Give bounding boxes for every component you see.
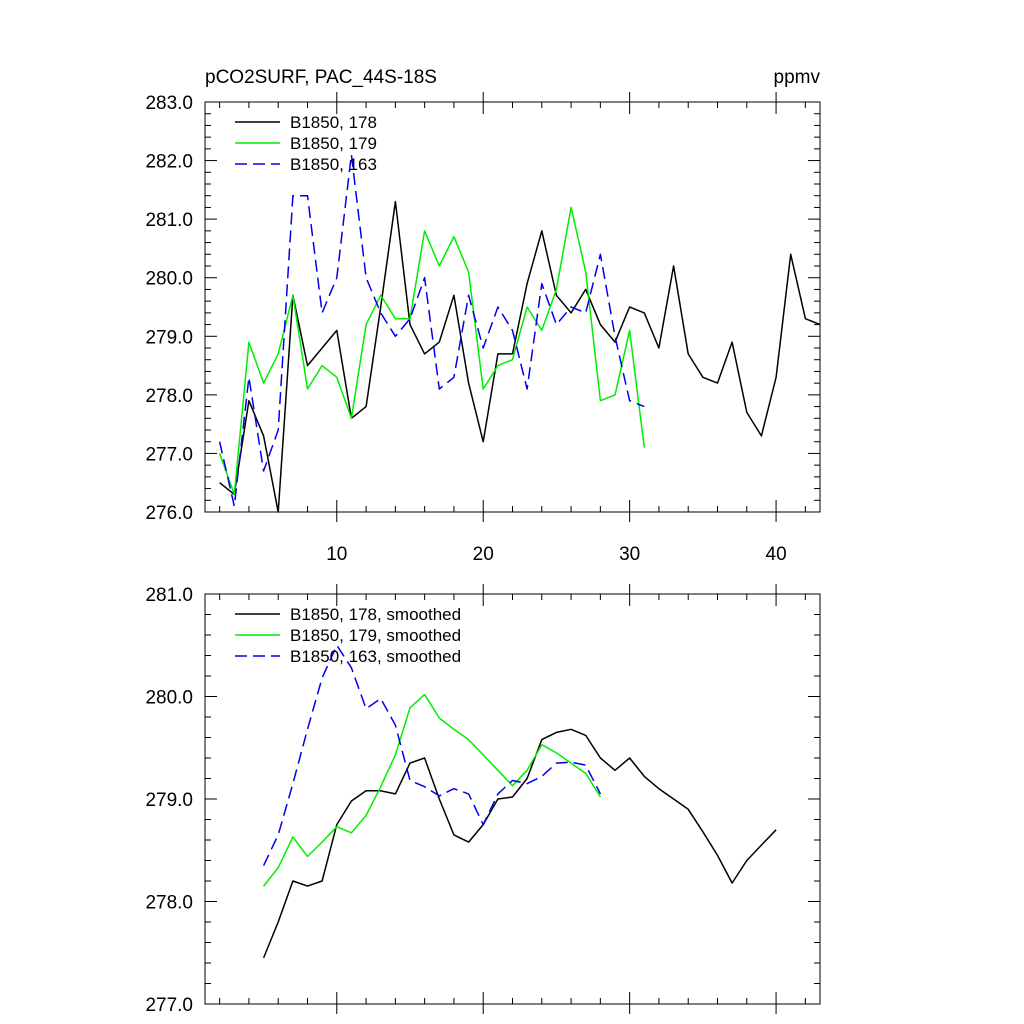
top-series-line-2 [218, 206, 646, 496]
top-y-tick-label: 281.0 [145, 210, 193, 231]
chart-title: pCO2SURF, PAC_44S-18S [205, 67, 437, 88]
top-legend-label-1: B1850, 178 [290, 113, 377, 132]
top-y-tick-label: 278.0 [145, 386, 193, 407]
bottom-axes: 281.0 280.0 279.0 278.0 277.0 [145, 584, 821, 1016]
bottom-legend: B1850, 178, smoothed B1850, 179, smoothed… [235, 605, 461, 666]
top-x-tick-label: 10 [326, 544, 347, 565]
top-y-tick-label: 283.0 [145, 93, 193, 114]
top-y-tick-label: 280.0 [145, 269, 193, 290]
bottom-legend-label-1: B1850, 178, smoothed [290, 605, 461, 624]
top-y-tick-label: 277.0 [145, 444, 193, 465]
top-series-layer [218, 153, 821, 513]
bottom-series-line-3 [262, 644, 602, 866]
bottom-y-tick-label: 277.0 [145, 995, 193, 1016]
bottom-series-layer [262, 644, 777, 959]
top-y-tick-label: 276.0 [145, 503, 193, 524]
top-series-line-1 [219, 200, 821, 513]
bottom-series-line-1 [262, 728, 777, 959]
top-x-tick-label: 30 [619, 544, 640, 565]
bottom-y-tick-label: 279.0 [145, 790, 193, 811]
bottom-y-tick-label: 281.0 [145, 585, 193, 606]
top-y-tick-label: 279.0 [145, 327, 193, 348]
top-legend-label-3: B1850, 163 [290, 155, 377, 174]
top-legend: B1850, 178 B1850, 179 B1850, 163 [235, 113, 377, 174]
top-x-tick-label: 40 [766, 544, 787, 565]
top-y-tick-label: 282.0 [145, 152, 193, 173]
top-x-tick-label: 20 [473, 544, 494, 565]
bottom-y-tick-label: 280.0 [145, 688, 193, 709]
top-legend-label-2: B1850, 179 [290, 134, 377, 153]
bottom-legend-label-2: B1850, 179, smoothed [290, 626, 461, 645]
bottom-series-line-2 [263, 693, 602, 887]
bottom-y-tick-label: 278.0 [145, 893, 193, 914]
bottom-legend-label-3: B1850, 163, smoothed [290, 647, 461, 666]
bottom-panel: 281.0 280.0 279.0 278.0 277.0 B1850, 178, sm… [145, 584, 821, 1016]
units-label: ppmv [774, 67, 821, 88]
top-series-line-3 [218, 153, 645, 507]
top-panel: 10 20 30 40 283.0 282.0 281.0 280.0 279.0 278.0 27… [145, 92, 821, 565]
top-axes: 10 20 30 40 283.0 282.0 281.0 280.0 279.0 278.0 27… [145, 92, 821, 565]
